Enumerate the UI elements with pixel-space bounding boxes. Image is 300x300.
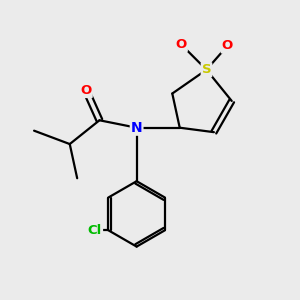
Text: O: O [222, 40, 233, 52]
Text: S: S [202, 63, 211, 76]
Text: O: O [176, 38, 187, 51]
Text: N: N [131, 121, 142, 135]
Text: O: O [80, 84, 92, 97]
Text: Cl: Cl [88, 224, 102, 237]
